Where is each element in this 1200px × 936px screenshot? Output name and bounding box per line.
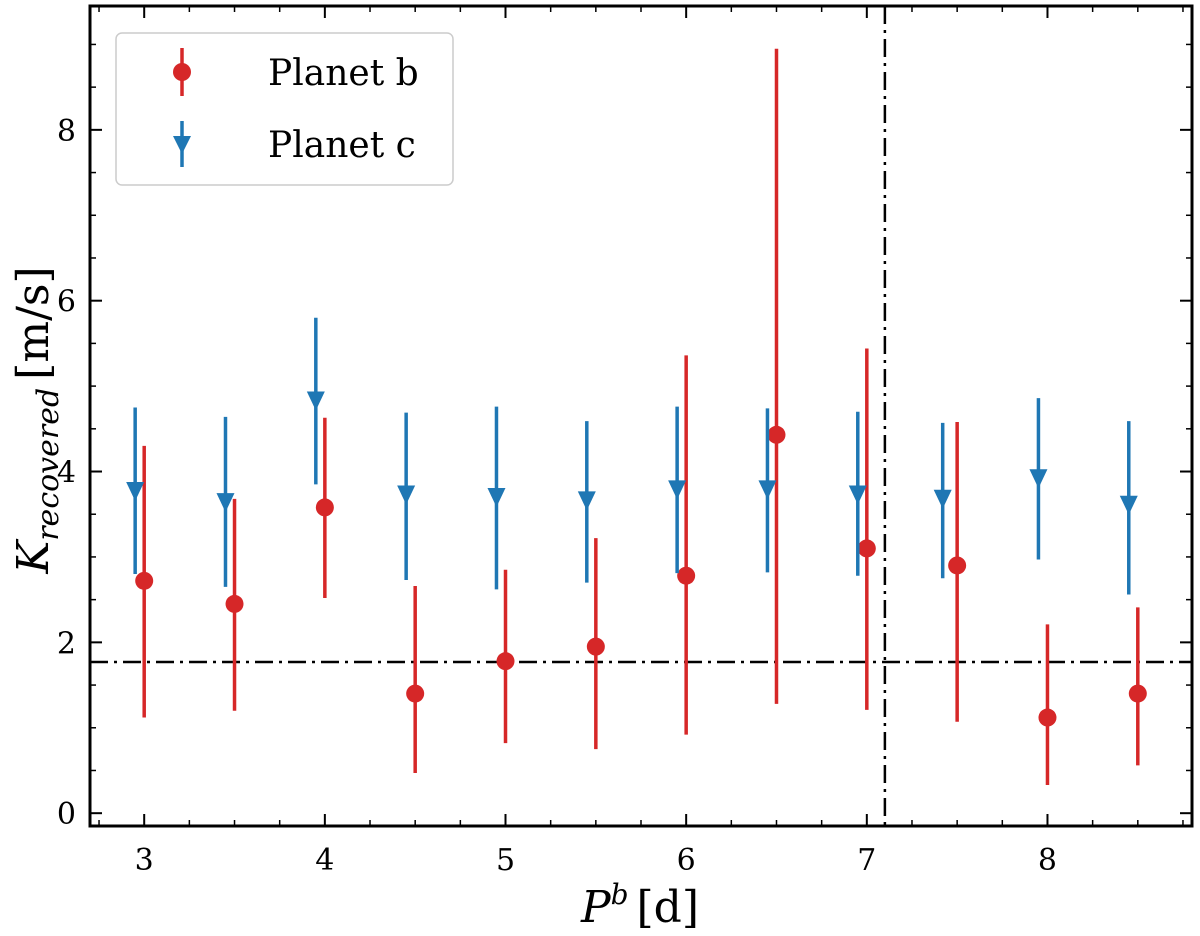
planet-c-point-3 [397,485,416,505]
planet-b-point-4 [496,652,515,671]
x-tick-label-5: 5 [496,843,515,878]
planet-c-point-11 [1119,495,1138,515]
y-axis-label: Krecovered[m/s] [8,266,66,574]
planet-c-point-7 [758,480,777,500]
planet-b-point-10 [1038,708,1057,727]
planet-c-point-2 [306,391,325,411]
x-tick-label-4: 4 [315,843,334,878]
planet-c-point-5 [577,491,596,511]
y-tick-label-6: 6 [57,285,76,320]
series-planet-b [135,48,1147,785]
axis-ticks [90,6,1192,826]
x-tick-label-8: 8 [1038,843,1057,878]
planet-c-point-1 [216,493,235,513]
planet-c-point-8 [848,485,867,505]
planet-b-point-3 [406,684,425,703]
planet-b-point-6 [677,566,696,585]
planet-b-point-0 [135,571,154,590]
planet-b-point-1 [225,594,244,613]
x-tick-label-6: 6 [677,843,696,878]
planet-b-point-9 [948,556,967,575]
legend-entry-planet-b: Planet b [173,48,419,96]
planet-c-point-0 [126,482,145,502]
x-axis-label: Pb [d] [580,878,699,933]
planet-c-point-10 [1029,469,1048,489]
planet-b-point-8 [857,539,876,558]
legend-planet-b-marker [173,63,191,81]
y-tick-label-0: 0 [57,797,76,832]
y-tick-label-8: 8 [57,114,76,149]
planet-b-point-11 [1128,684,1147,703]
planet-b-point-7 [767,425,786,444]
y-tick-label-2: 2 [57,626,76,661]
planet-c-point-4 [487,488,506,507]
x-tick-label-3: 3 [135,843,154,878]
x-tick-label-7: 7 [857,843,876,878]
planet-b-point-2 [315,498,334,517]
legend-frame [115,32,454,186]
plot-area: 3 4 5 6 7 8 0 2 4 6 8 [57,4,1194,878]
planet-b-point-5 [586,637,605,656]
legend-entry-planet-c: Planet c [173,121,416,167]
planet-c-point-9 [933,489,952,509]
legend: Planet b Planet c [115,32,454,186]
y-tick-label-4: 4 [57,456,76,491]
planet-c-point-6 [668,480,687,500]
legend-planet-b-label: Planet b [268,53,419,94]
legend-planet-c-marker [173,136,191,154]
legend-planet-c-label: Planet c [268,125,416,166]
series-planet-c [126,317,1138,595]
